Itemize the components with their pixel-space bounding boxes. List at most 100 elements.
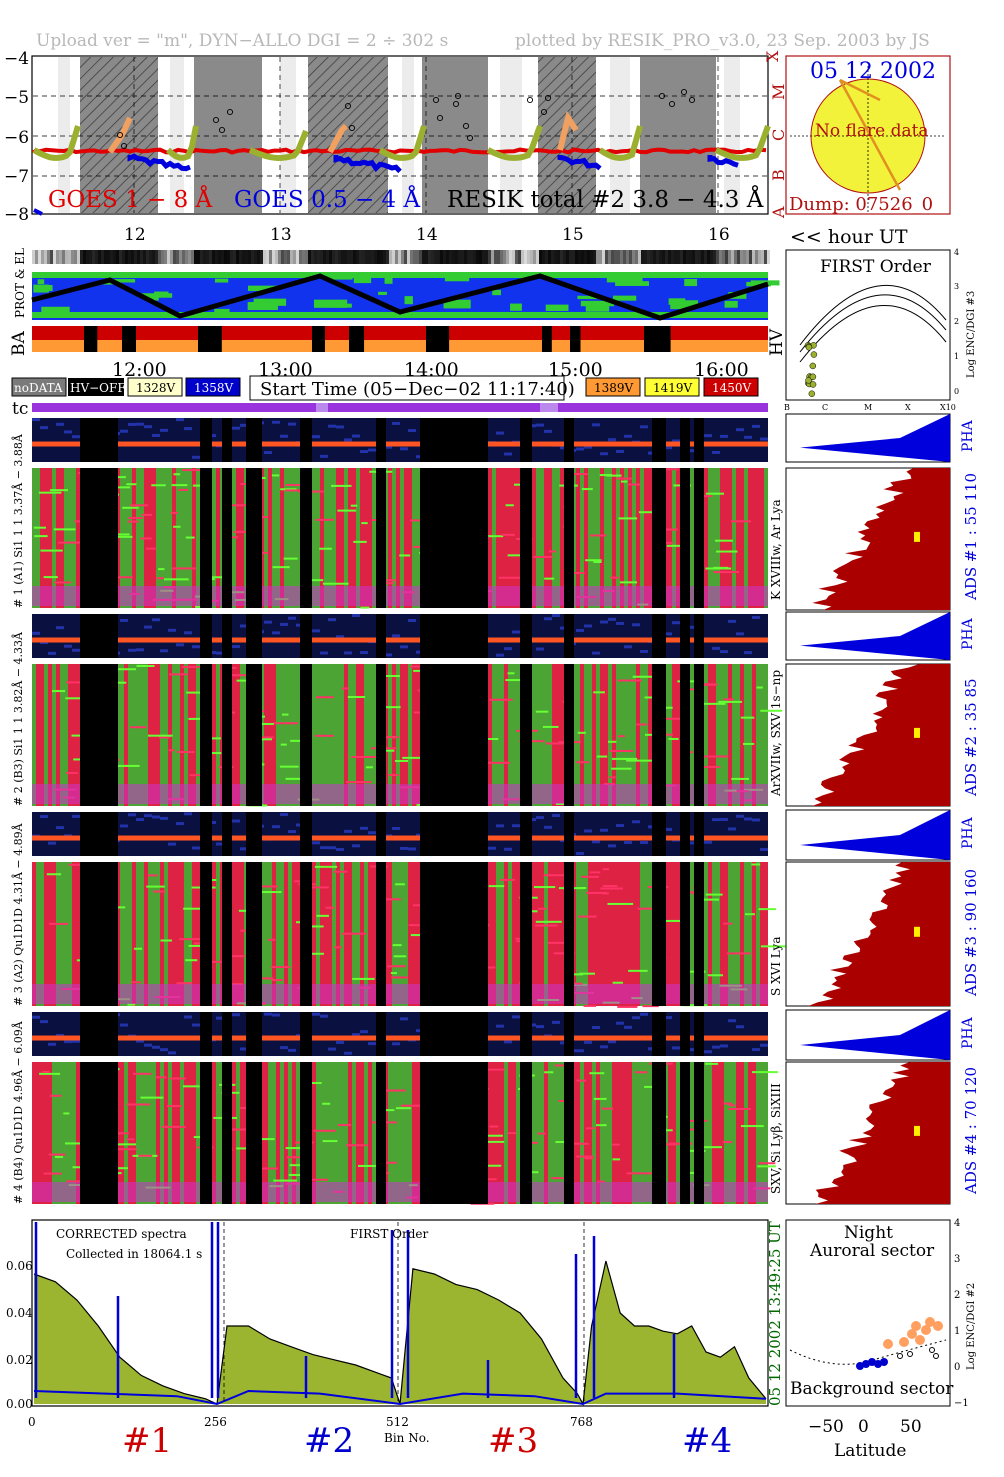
- spectrogram-column: [388, 1062, 392, 1204]
- housekeeping-gray-cell: [680, 250, 683, 264]
- ads-label: ADS #1 : 55 110: [962, 473, 980, 601]
- spectrogram-gap: [222, 664, 232, 806]
- pha-noise: [128, 422, 136, 426]
- pha-noise: [632, 623, 640, 627]
- spectrogram-streak: [376, 675, 400, 678]
- spectrogram-streak: [272, 566, 290, 569]
- goes-y-tick: −5: [4, 88, 29, 108]
- pha-noise: [368, 448, 376, 452]
- spectrogram-streak: [610, 576, 620, 579]
- prot-el-green-patch: [247, 302, 278, 311]
- spectrogram-gap: [80, 664, 118, 806]
- housekeeping-gray-cell: [494, 250, 497, 264]
- housekeeping-gray-cell: [293, 250, 296, 264]
- spectrogram-column: [196, 1062, 200, 1204]
- housekeeping-gray-cell: [371, 250, 374, 264]
- channel-label: # 2 (B3) Si1 1 1 3.82Å − 4.33Å: [11, 631, 25, 806]
- spectrogram-streak: [260, 885, 278, 888]
- spectrogram-column: [312, 468, 316, 608]
- housekeeping-gray-cell: [746, 250, 749, 264]
- pha-noise: [216, 842, 224, 846]
- housekeeping-gray-cell: [227, 250, 230, 264]
- pha-noise: [280, 434, 288, 438]
- spectrogram-column: [396, 862, 400, 1006]
- spectrogram-column: [272, 468, 276, 608]
- spectrogram-column: [276, 862, 280, 1006]
- housekeeping-gray-cell: [482, 250, 485, 264]
- pha-noise: [232, 645, 240, 649]
- spectrogram-column: [756, 1062, 760, 1204]
- spectrogram-streak: [138, 1154, 153, 1157]
- pha-noise: [736, 428, 744, 432]
- spectrogram-streak: [53, 528, 76, 531]
- pha-noise: [400, 846, 408, 850]
- spectrogram-streak: [379, 1161, 397, 1164]
- legend-nodata-swatch: [11, 377, 67, 397]
- spectrogram-column: [492, 664, 496, 806]
- spectrogram-column: [632, 1062, 636, 1204]
- housekeeping-gray-cell: [707, 250, 710, 264]
- spectrogram-column: [148, 1062, 152, 1204]
- spectrogram-streak: [140, 537, 152, 540]
- housekeeping-gray-cell: [53, 250, 56, 264]
- spectrogram-streak: [183, 907, 203, 910]
- spectrogram-streak: [168, 673, 188, 676]
- prot-el-green-patch: [545, 304, 569, 311]
- spectrogram-streak: [687, 891, 696, 894]
- spectrogram-streak: [315, 518, 334, 521]
- goes-class-letter: M: [769, 84, 788, 100]
- spectrogram-streak: [612, 1143, 620, 1146]
- pha-peak-band: [32, 1035, 768, 1041]
- spectrogram-column: [40, 862, 44, 1006]
- spectrogram-streak: [333, 870, 348, 873]
- pha-noise: [616, 449, 624, 453]
- resik-sample-marker: [540, 108, 548, 116]
- spectrogram-column: [624, 664, 628, 806]
- spectrogram-streak: [378, 898, 401, 901]
- pha-noise: [192, 846, 200, 850]
- pha-noise: [344, 651, 352, 655]
- orbit-gap-shade: [610, 57, 630, 213]
- spectrogram-streak: [619, 581, 638, 584]
- spectrogram-column: [140, 664, 144, 806]
- goes-y-tick: −7: [4, 167, 29, 187]
- pha-noise: [496, 431, 504, 435]
- spectrogram-column: [592, 468, 596, 608]
- ads-marker: [914, 531, 920, 542]
- spectrogram-column: [556, 1062, 560, 1204]
- pha-gap: [222, 1012, 232, 1056]
- pha-noise: [32, 631, 40, 635]
- pha-noise: [336, 1040, 344, 1044]
- prot-el-green-patch: [384, 276, 393, 284]
- spectrogram-streak: [316, 914, 329, 917]
- spectrogram-column: [604, 468, 608, 608]
- spectrogram-streak: [294, 880, 301, 883]
- housekeeping-gray-cell: [101, 250, 104, 264]
- housekeeping-gray-cell: [566, 250, 569, 264]
- housekeeping-gray-cell: [368, 250, 371, 264]
- spectrogram-streak: [507, 1132, 517, 1135]
- spectrogram-streak: [551, 1177, 571, 1180]
- spectrogram-streak: [658, 1143, 678, 1146]
- housekeeping-gray-cell: [320, 250, 323, 264]
- resik-sample-marker: [680, 88, 688, 96]
- pha-noise: [720, 434, 728, 438]
- spectrogram-streak: [107, 533, 130, 536]
- spectrogram-gap: [200, 1062, 212, 1204]
- prot-el-green-patch: [577, 295, 605, 300]
- spectrogram-column: [588, 468, 592, 608]
- housekeeping-gray-cell: [434, 250, 437, 264]
- spectrogram-gap: [564, 468, 574, 608]
- spectrogram-streak: [315, 734, 334, 737]
- spectrogram-streak: [148, 874, 158, 877]
- spectrogram-streak: [665, 706, 673, 709]
- spectrogram-column: [284, 664, 288, 806]
- spectrogram-streak: [700, 495, 713, 498]
- spectrogram-gap: [652, 468, 666, 608]
- pha-noise: [312, 629, 320, 633]
- spectrogram-streak: [617, 679, 642, 682]
- spectrogram-streak: [173, 473, 181, 476]
- housekeeping-gray-cell: [662, 250, 665, 264]
- spectrogram-streak: [156, 577, 164, 580]
- spectrogram-column: [592, 1062, 596, 1204]
